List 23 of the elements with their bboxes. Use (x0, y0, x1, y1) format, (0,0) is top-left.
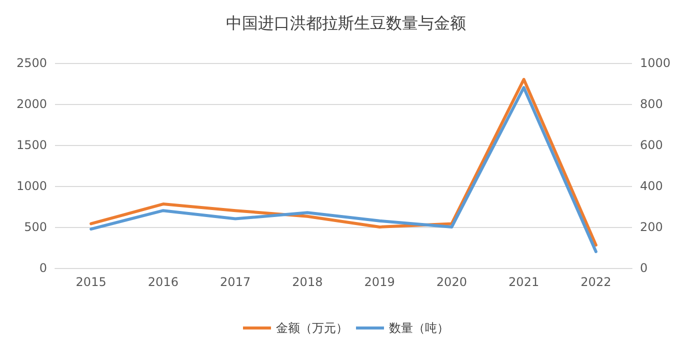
x-tick-label: 2021 (508, 275, 540, 289)
y2-tick-label: 600 (640, 138, 663, 152)
y-tick-label: 0 (39, 261, 47, 275)
y-tick-label: 1000 (16, 179, 47, 193)
y-tick-label: 1500 (16, 138, 47, 152)
legend-label: 金额（万元） (276, 321, 348, 335)
y2-tick-label: 0 (640, 261, 648, 275)
x-tick-label: 2020 (436, 275, 467, 289)
x-tick-label: 2017 (220, 275, 251, 289)
y-tick-label: 500 (24, 220, 47, 234)
x-tick-label: 2022 (580, 275, 612, 289)
x-tick-label: 2019 (364, 275, 395, 289)
legend-label: 数量（吨） (389, 321, 449, 335)
y2-tick-label: 400 (640, 179, 663, 193)
x-tick-label: 2015 (76, 275, 106, 289)
y2-tick-label: 1000 (640, 56, 671, 70)
x-tick-label: 2016 (148, 275, 178, 289)
y2-tick-label: 800 (640, 97, 663, 111)
y-tick-label: 2000 (16, 97, 47, 111)
y-tick-label: 2500 (16, 56, 47, 70)
x-tick-label: 2018 (292, 275, 323, 289)
y2-tick-label: 200 (640, 220, 663, 234)
chart-title: 中国进口洪都拉斯生豆数量与金额 (226, 14, 466, 32)
